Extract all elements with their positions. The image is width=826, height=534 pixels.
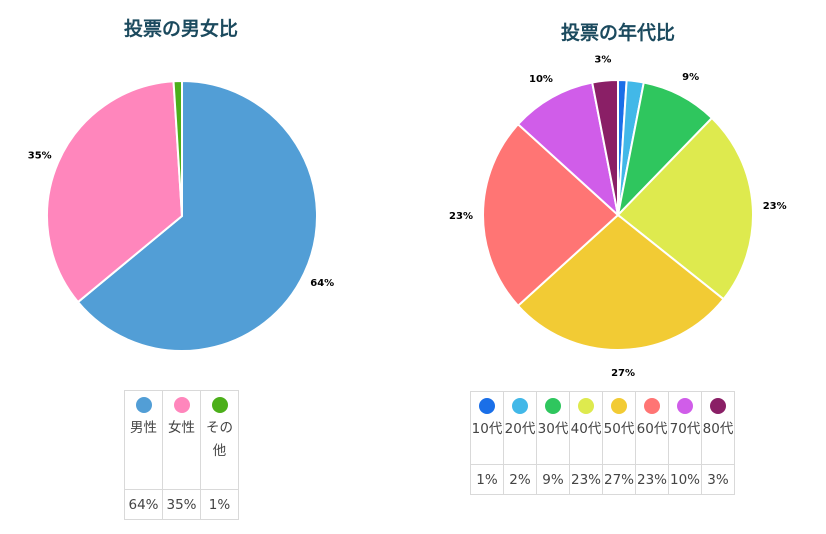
legend-value: 1%	[470, 464, 504, 495]
age-slice-6	[516, 81, 620, 218]
legend-cell-male: 男性	[124, 390, 163, 490]
legend-value: 35%	[162, 489, 201, 520]
10s-color-dot	[479, 398, 495, 414]
legend-label: 70代	[669, 421, 701, 437]
age-slice-label-5: 23%	[449, 211, 473, 222]
80s-color-dot	[710, 398, 726, 414]
legend-label: その他	[206, 420, 233, 459]
legend-cell-30s: 30代	[536, 391, 570, 465]
gender-slice-label-0: 64%	[310, 278, 334, 289]
gender-legend-table: 男性 女性 その他 64% 35% 1%	[124, 390, 239, 520]
legend-value-row: 1% 2% 9% 23% 27% 23% 10% 3%	[470, 464, 735, 495]
legend-cell-50s: 50代	[602, 391, 636, 465]
legend-value-row: 64% 35% 1%	[124, 489, 239, 520]
age-slice-7	[591, 78, 619, 216]
legend-label: 30代	[537, 421, 569, 437]
female-color-dot	[173, 397, 190, 413]
legend-cell-40s: 40代	[569, 391, 603, 465]
legend-category-row: 男性 女性 その他	[124, 390, 239, 490]
20s-color-dot	[512, 398, 528, 414]
legend-label: 80代	[702, 421, 734, 437]
gender-slice-0	[76, 79, 318, 352]
legend-category-row: 10代 20代 30代 40代 50代 60代 70代 80代	[470, 391, 735, 465]
legend-cell-60s: 60代	[635, 391, 669, 465]
age-slice-3	[616, 116, 754, 301]
male-color-dot	[135, 397, 152, 413]
age-slice-label-6: 10%	[529, 74, 553, 85]
age-chart-title: 投票の年代比	[560, 22, 675, 44]
legend-value: 23%	[569, 464, 603, 495]
legend-cell-70s: 70代	[668, 391, 702, 465]
other-color-dot	[211, 397, 228, 413]
age-slice-label-3: 23%	[763, 201, 787, 212]
gender-chart-title: 投票の男女比	[123, 18, 238, 40]
legend-label: 男性	[130, 420, 157, 436]
legend-cell-female: 女性	[162, 390, 201, 490]
legend-label: 50代	[603, 421, 635, 437]
legend-value: 9%	[536, 464, 570, 495]
legend-value: 27%	[602, 464, 636, 495]
legend-value: 23%	[635, 464, 669, 495]
50s-color-dot	[611, 398, 627, 414]
legend-label: 20代	[504, 421, 536, 437]
age-slice-4	[516, 213, 725, 351]
legend-cell-20s: 20代	[503, 391, 537, 465]
age-slice-label-7: 3%	[594, 55, 611, 66]
legend-cell-other: その他	[200, 390, 239, 490]
legend-value: 3%	[701, 464, 735, 495]
gender-slice-1	[46, 80, 184, 304]
legend-cell-80s: 80代	[701, 391, 735, 465]
legend-label: 60代	[636, 421, 668, 437]
60s-color-dot	[644, 398, 660, 414]
gender-slice-2	[172, 79, 183, 217]
40s-color-dot	[578, 398, 594, 414]
legend-label: 10代	[471, 421, 503, 437]
legend-label: 女性	[168, 420, 195, 436]
age-legend-table: 10代 20代 30代 40代 50代 60代 70代 80代 1% 2% 9%…	[470, 391, 735, 495]
age-slice-5	[482, 122, 620, 308]
legend-value: 2%	[503, 464, 537, 495]
70s-color-dot	[677, 398, 693, 414]
legend-cell-10s: 10代	[470, 391, 504, 465]
age-slice-label-2: 9%	[682, 72, 699, 83]
age-slice-label-4: 27%	[611, 368, 635, 379]
legend-value: 10%	[668, 464, 702, 495]
gender-slice-label-1: 35%	[28, 150, 52, 161]
30s-color-dot	[545, 398, 561, 414]
legend-value: 64%	[124, 489, 163, 520]
age-slice-2	[616, 81, 714, 219]
legend-value: 1%	[200, 489, 239, 520]
legend-label: 40代	[570, 421, 602, 437]
